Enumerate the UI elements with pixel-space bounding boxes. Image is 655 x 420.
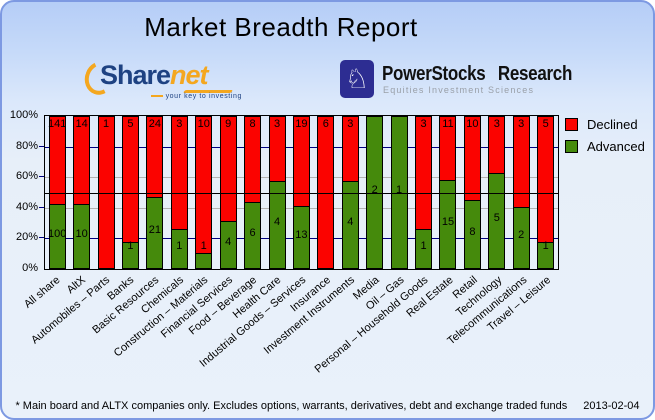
legend-item-declined: Declined: [565, 117, 645, 132]
declined-count-label: 141: [48, 118, 67, 130]
advanced-count-label: 1: [542, 240, 549, 252]
y-tick-mark-20: [39, 237, 44, 239]
bar-segment-advanced: [440, 179, 456, 268]
declined-count-label: 9: [225, 118, 232, 130]
sharenet-wordmark: Sharenet: [100, 60, 209, 91]
bar-segment-advanced: [538, 241, 554, 268]
declined-count-label: 3: [420, 118, 427, 130]
advanced-count-label: 4: [225, 236, 232, 249]
page-title: Market Breadth Report: [144, 12, 418, 42]
bar-segment-advanced: [342, 180, 358, 268]
sharenet-logo: Sharenet your key to investing: [80, 56, 248, 104]
bar-segment-advanced: [513, 206, 529, 268]
bar-segment-advanced: [122, 241, 138, 268]
declined-count-label: 11: [442, 118, 454, 130]
advanced-count-label: 1: [200, 240, 207, 252]
advanced-count-label: 1: [396, 183, 403, 196]
advanced-count-label: 1: [420, 240, 427, 252]
bar-segment-advanced: [220, 220, 236, 268]
bar-segment-advanced: [147, 196, 163, 268]
advanced-count-label: 2: [518, 229, 525, 242]
advanced-count-label: 6: [249, 227, 256, 240]
sharenet-tagline-dash: [150, 95, 163, 98]
bar-segment-advanced: [245, 202, 261, 268]
sharenet-tagline-text: your key to investing: [165, 93, 242, 100]
bar-segment-advanced: [489, 172, 505, 268]
bar-segment-advanced: [464, 199, 480, 268]
declined-count-label: 24: [148, 118, 162, 130]
bar-segment-advanced: [293, 205, 309, 268]
declined-count-label: 8: [249, 118, 256, 130]
powerstocks-logo: ♘ PowerStocks Research Equities Investme…: [340, 60, 572, 104]
bar-segment-advanced: [196, 253, 212, 268]
advanced-count-label: 1: [176, 240, 183, 252]
declined-count-label: 3: [518, 118, 525, 130]
sharenet-tagline: your key to investing: [150, 93, 242, 100]
declined-count-label: 3: [347, 118, 354, 130]
y-tick-label-0: 0%: [22, 262, 38, 274]
advanced-count-label: 4: [347, 216, 354, 229]
powerstocks-tagline: Equities Investment Sciences: [383, 85, 535, 95]
y-tick-label-100: 100%: [9, 109, 38, 121]
declined-count-label: 5: [127, 118, 134, 130]
bar-segment-advanced: [269, 180, 285, 268]
y-tick-mark-60: [39, 176, 44, 178]
advanced-count-label: 21: [148, 224, 162, 237]
legend-swatch-advanced: [565, 140, 578, 153]
advanced-count-label: 5: [493, 212, 500, 225]
plot-area: 141 100 14 10 1 5 1 24 21 3 1 10 1 9 4 8 6 3 4 19 13 6 3 4 2 1 3 1 1…: [44, 115, 559, 270]
sharenet-wordmark-share: Share: [100, 60, 171, 90]
declined-count-label: 3: [493, 118, 500, 130]
x-label-all-share: All share: [22, 274, 63, 311]
advanced-count-label: 13: [295, 228, 308, 241]
declined-count-label: 10: [197, 118, 210, 130]
footer-note: * Main board and ALTX companies only. Ex…: [15, 400, 568, 412]
y-tick-mark-80: [39, 145, 44, 147]
legend-label-declined: Declined: [587, 117, 638, 132]
advanced-count-label: 2: [371, 183, 378, 196]
declined-count-label: 5: [542, 118, 549, 130]
advanced-count-label: 15: [441, 215, 455, 228]
declined-count-label: 6: [322, 118, 329, 130]
powerstocks-wordmark: PowerStocks Research: [382, 62, 573, 85]
declined-count-label: 3: [176, 118, 183, 130]
footer: * Main board and ALTX companies only. Ex…: [2, 400, 653, 412]
declined-count-label: 19: [295, 118, 308, 130]
declined-count-label: 3: [273, 118, 281, 130]
sharenet-wordmark-net: net: [170, 60, 208, 90]
y-tick-label-20: 20%: [15, 231, 38, 244]
legend-item-advanced: Advanced: [565, 139, 645, 154]
reference-line-50: [45, 192, 558, 194]
bar-segment-advanced: [49, 204, 65, 268]
legend-label-advanced: Advanced: [587, 139, 645, 154]
y-tick-label-60: 60%: [15, 170, 38, 183]
bar-segment-advanced: [171, 229, 187, 268]
declined-count-label: 10: [466, 118, 479, 130]
advanced-count-label: 4: [273, 216, 281, 229]
advanced-count-label: 10: [75, 228, 88, 241]
declined-count-label: 14: [75, 118, 88, 130]
bar-segment-advanced: [74, 204, 90, 268]
advanced-count-label: 8: [469, 226, 476, 238]
advanced-count-label: 1: [127, 240, 134, 252]
footer-date: 2013-02-04: [583, 400, 640, 412]
y-tick-label-80: 80%: [15, 139, 38, 152]
advanced-count-label: 100: [48, 228, 67, 241]
bar-segment-advanced: [416, 229, 432, 268]
legend: Declined Advanced: [565, 117, 645, 154]
y-tick-label-40: 40%: [15, 200, 38, 213]
declined-count-label: 1: [102, 118, 110, 130]
y-tick-mark-40: [39, 206, 44, 208]
legend-swatch-declined: [565, 118, 578, 131]
knight-chess-icon: ♘: [340, 60, 374, 98]
